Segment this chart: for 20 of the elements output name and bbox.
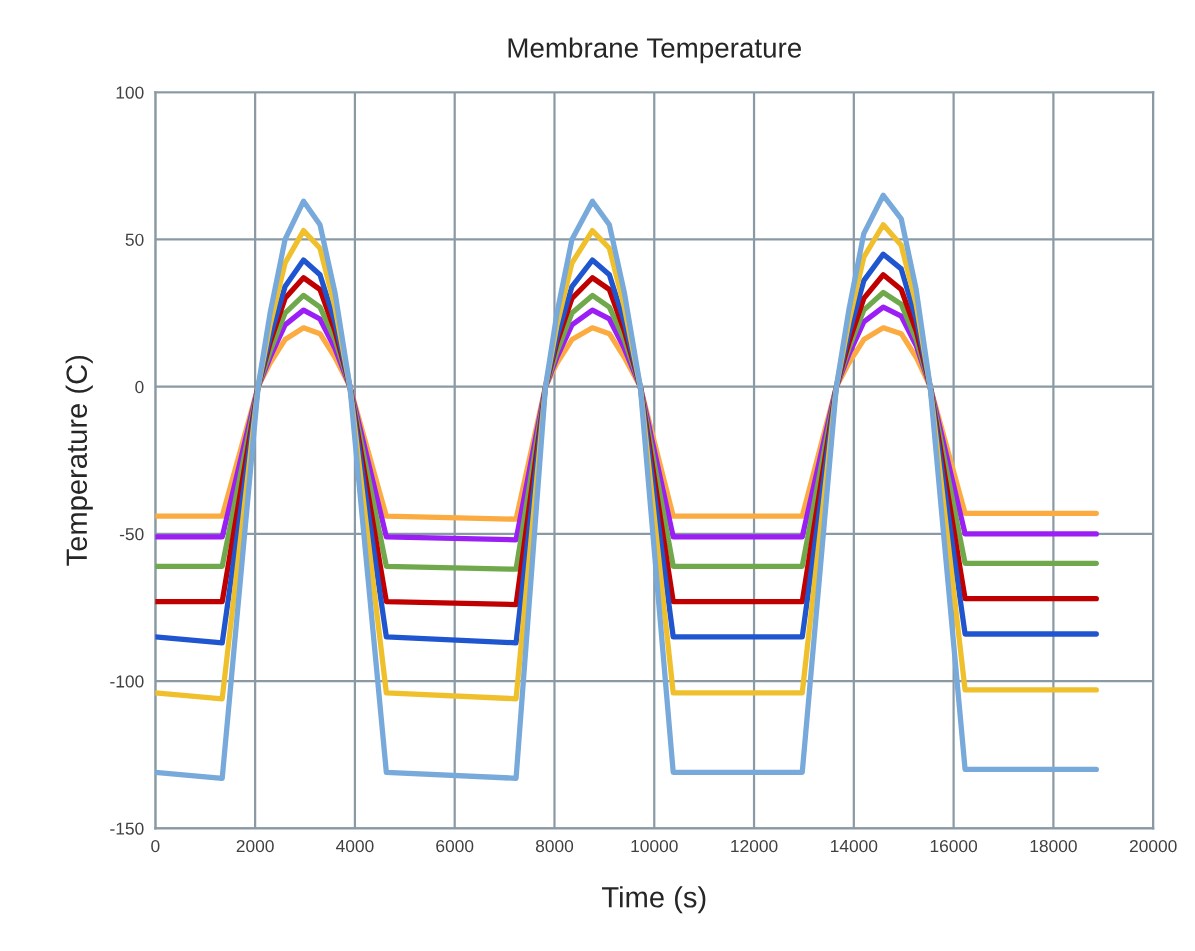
x-tick-label: 2000 [236,839,274,853]
chart-title: Membrane Temperature [508,37,802,64]
x-tick-label: 4000 [336,839,374,853]
y-tick-label: 0 [135,380,144,394]
x-tick-label: 14000 [831,839,878,853]
x-tick-label: 20000 [1129,839,1177,853]
x-axis-title: Time (s) [602,886,706,914]
y-tick-label: -50 [119,528,144,541]
x-tick-label: 0 [151,839,160,853]
y-axis-title: Temperature (C) [65,355,93,566]
y-tick-label: 100 [116,86,144,99]
x-tick-label: 18000 [1030,839,1077,853]
x-tick-label: 16000 [930,839,978,853]
y-tick-label: 50 [125,233,144,246]
x-tick-label: 10000 [631,839,678,853]
y-tick-label: -150 [110,822,144,835]
x-tick-label: 6000 [436,839,474,853]
y-tick-label: -100 [110,675,144,688]
x-tick-label: 12000 [731,839,778,853]
x-tick-label: 8000 [535,839,574,853]
